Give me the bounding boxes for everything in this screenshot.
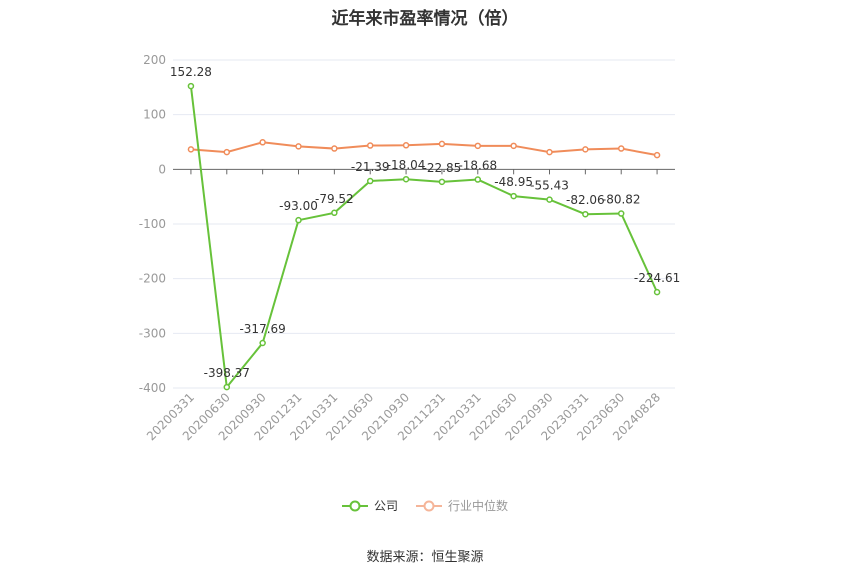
data-point-industry: [653, 151, 661, 159]
data-point-industry: [474, 142, 482, 150]
data-point-company: [438, 178, 446, 186]
legend-industry-marker-icon: [416, 500, 442, 511]
data-label: -18.04: [387, 158, 426, 172]
data-point-industry: [510, 142, 517, 150]
data-label: -224.61: [634, 271, 680, 285]
data-point-industry: [546, 148, 553, 156]
data-point-industry: [331, 145, 338, 152]
y-tick-label: -400: [139, 381, 166, 395]
data-label: -48.95: [494, 175, 533, 189]
data-point-industry: [259, 139, 266, 146]
data-point-industry: [295, 143, 302, 150]
series-line-industry: [190, 141, 658, 157]
data-point-industry: [402, 142, 410, 149]
legend-company-marker-icon: [341, 500, 368, 511]
y-tick-label: 100: [143, 108, 166, 122]
series-line-company: [189, 85, 658, 390]
y-tick-label: -200: [139, 272, 166, 286]
data-point-industry: [582, 146, 589, 153]
y-tick-label: 0: [158, 162, 166, 176]
data-point-company: [187, 82, 195, 90]
data-point-company: [259, 339, 266, 347]
data-label: -93.00: [279, 199, 318, 213]
data-point-industry: [187, 146, 195, 153]
legend-item-industry[interactable]: 行业中位数: [416, 497, 508, 514]
data-label: -22.85: [423, 161, 462, 175]
y-tick-label: -300: [139, 326, 166, 340]
data-point-company: [474, 176, 482, 183]
data-label: -317.69: [239, 322, 285, 336]
data-point-industry: [438, 140, 446, 148]
data-point-company: [331, 209, 338, 217]
data-label: -79.52: [315, 192, 354, 206]
data-label: -21.39: [351, 160, 390, 174]
chart-title: 近年来市盈率情况（倍）: [331, 9, 519, 29]
source-note: 数据来源：恒生聚源: [366, 550, 484, 565]
data-point-industry: [617, 145, 625, 152]
data-point-company: [223, 383, 231, 391]
data-point-company: [295, 216, 302, 224]
data-point-industry: [366, 142, 374, 149]
y-tick-label: -100: [139, 217, 166, 231]
data-point-company: [653, 288, 661, 296]
data-label: -80.82: [602, 193, 641, 207]
data-label: -55.43: [530, 179, 569, 193]
y-tick-label: 200: [143, 53, 166, 67]
data-label: 152.28: [170, 65, 212, 79]
data-label: -18.68: [458, 159, 497, 173]
legend-item-company[interactable]: 公司: [341, 497, 398, 514]
legend-label-industry: 行业中位数: [448, 499, 509, 513]
data-point-company: [582, 210, 589, 218]
data-label: -82.06: [566, 193, 605, 207]
data-point-company: [617, 210, 625, 217]
legend: 公司 行业中位数: [0, 497, 850, 514]
data-point-company: [366, 177, 374, 185]
data-point-industry: [223, 148, 231, 156]
data-point-company: [510, 192, 517, 200]
data-point-company: [546, 196, 553, 203]
data-point-company: [402, 175, 410, 183]
data-label: -398.37: [204, 366, 250, 380]
legend-label-company: 公司: [373, 499, 398, 513]
